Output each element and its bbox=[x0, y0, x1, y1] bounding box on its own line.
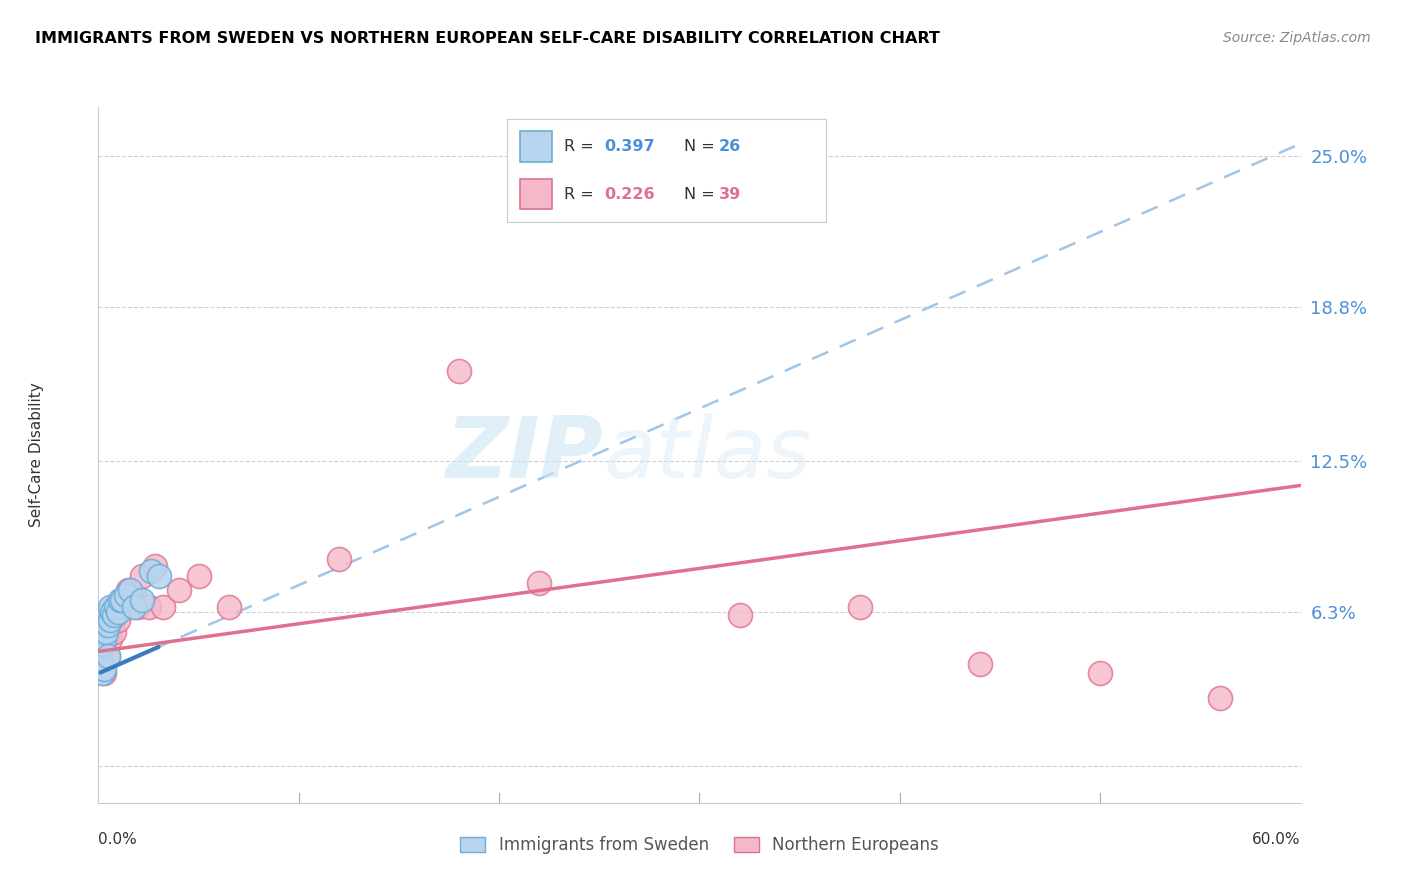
Point bbox=[101, 606, 124, 620]
Point bbox=[97, 624, 120, 639]
Point bbox=[97, 617, 120, 632]
Point bbox=[117, 583, 139, 598]
Point bbox=[93, 632, 115, 647]
Text: atlas: atlas bbox=[603, 413, 811, 497]
Point bbox=[100, 632, 122, 647]
Point bbox=[105, 607, 128, 622]
Point bbox=[96, 617, 118, 632]
Point bbox=[728, 607, 751, 622]
Point bbox=[152, 600, 174, 615]
Point bbox=[91, 649, 114, 664]
Point bbox=[110, 593, 132, 607]
Point bbox=[1209, 690, 1232, 705]
Point bbox=[93, 637, 115, 651]
Point bbox=[124, 600, 146, 615]
Point bbox=[148, 568, 170, 582]
Point bbox=[91, 666, 114, 681]
Point bbox=[139, 564, 162, 578]
Point bbox=[110, 600, 132, 615]
Point bbox=[100, 600, 122, 615]
Text: Self-Care Disability: Self-Care Disability bbox=[30, 383, 45, 527]
Point bbox=[969, 657, 991, 671]
Point bbox=[91, 624, 114, 639]
Point bbox=[93, 617, 115, 632]
Point bbox=[529, 576, 551, 591]
Point bbox=[103, 600, 125, 615]
Point bbox=[100, 613, 122, 627]
Point bbox=[96, 607, 118, 622]
Point bbox=[89, 661, 111, 675]
Point bbox=[138, 600, 160, 615]
Text: IMMIGRANTS FROM SWEDEN VS NORTHERN EUROPEAN SELF-CARE DISABILITY CORRELATION CHA: IMMIGRANTS FROM SWEDEN VS NORTHERN EUROP… bbox=[35, 31, 941, 46]
Text: Source: ZipAtlas.com: Source: ZipAtlas.com bbox=[1223, 31, 1371, 45]
Point bbox=[96, 624, 118, 639]
Point bbox=[131, 593, 153, 607]
Point bbox=[218, 600, 240, 615]
Point bbox=[120, 600, 142, 615]
Point bbox=[124, 588, 146, 602]
Point bbox=[187, 568, 209, 582]
Point bbox=[96, 632, 118, 647]
Text: 0.0%: 0.0% bbox=[98, 832, 138, 847]
Text: 60.0%: 60.0% bbox=[1253, 832, 1301, 847]
Point bbox=[328, 551, 350, 566]
Point bbox=[91, 637, 114, 651]
Point bbox=[93, 661, 115, 675]
Point bbox=[107, 613, 129, 627]
Point bbox=[101, 607, 124, 622]
Point bbox=[100, 613, 122, 627]
Point bbox=[128, 600, 150, 615]
Point bbox=[97, 649, 120, 664]
Point bbox=[111, 593, 134, 607]
Point bbox=[107, 606, 129, 620]
Point bbox=[115, 588, 138, 602]
Point bbox=[111, 600, 134, 615]
Point bbox=[120, 583, 142, 598]
Point bbox=[89, 637, 111, 651]
Point bbox=[103, 624, 125, 639]
Legend: Immigrants from Sweden, Northern Europeans: Immigrants from Sweden, Northern Europea… bbox=[454, 830, 945, 861]
Point bbox=[1088, 666, 1111, 681]
Point bbox=[89, 642, 111, 657]
Point bbox=[93, 666, 115, 681]
Point bbox=[167, 583, 190, 598]
Point bbox=[114, 593, 136, 607]
Point bbox=[105, 600, 128, 615]
Point bbox=[131, 568, 153, 582]
Text: ZIP: ZIP bbox=[446, 413, 603, 497]
Point bbox=[89, 657, 111, 671]
Point bbox=[447, 364, 470, 378]
Point bbox=[91, 624, 114, 639]
Point bbox=[103, 607, 125, 622]
Point bbox=[97, 649, 120, 664]
Point bbox=[849, 600, 872, 615]
Point bbox=[143, 559, 166, 574]
